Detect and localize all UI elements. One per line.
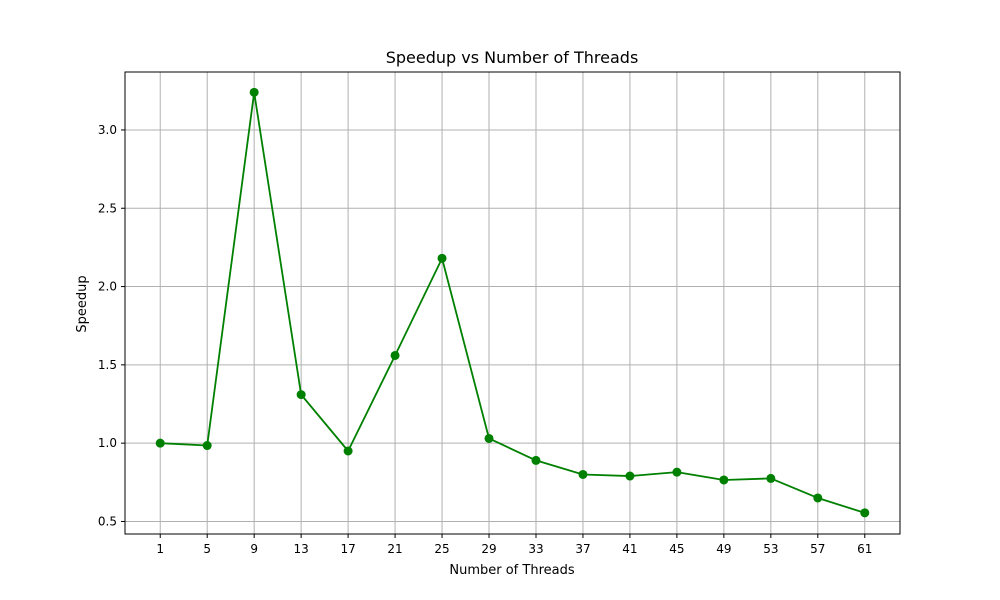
chart-title: Speedup vs Number of Threads bbox=[386, 48, 639, 67]
data-series bbox=[155, 87, 870, 518]
y-tick-label: 1.0 bbox=[98, 436, 117, 450]
x-tick-label: 5 bbox=[203, 542, 211, 556]
x-tick-label: 21 bbox=[387, 542, 402, 556]
x-tick-label: 25 bbox=[434, 542, 449, 556]
data-point bbox=[390, 350, 400, 360]
data-point bbox=[155, 438, 165, 448]
x-tick-label: 1 bbox=[156, 542, 164, 556]
data-point bbox=[437, 253, 447, 263]
plot-area-frame bbox=[124, 71, 901, 535]
data-point bbox=[813, 493, 823, 503]
data-point bbox=[531, 455, 541, 465]
x-tick-label: 9 bbox=[250, 542, 258, 556]
x-tick-label: 45 bbox=[669, 542, 684, 556]
x-tick-label: 17 bbox=[340, 542, 355, 556]
data-point bbox=[578, 469, 588, 479]
data-point bbox=[766, 473, 776, 483]
x-tick-label: 33 bbox=[528, 542, 543, 556]
data-point bbox=[625, 471, 635, 481]
data-point bbox=[202, 441, 212, 451]
y-axis-label: Speedup bbox=[75, 275, 90, 332]
x-tick-label: 13 bbox=[293, 542, 308, 556]
data-point bbox=[672, 467, 682, 477]
y-tick-label: 3.0 bbox=[98, 123, 117, 137]
x-axis-ticks: 1 5 9 13 17 21 25 29 33 37 41 45 49 53 57 61 bbox=[156, 534, 872, 556]
x-tick-label: 29 bbox=[481, 542, 496, 556]
y-axis-ticks: 0.5 1.0 1.5 2.0 2.5 3.0 bbox=[98, 123, 125, 528]
x-axis-label: Number of Threads bbox=[449, 563, 574, 578]
data-point bbox=[296, 390, 306, 400]
x-tick-label: 61 bbox=[857, 542, 872, 556]
x-tick-label: 49 bbox=[716, 542, 731, 556]
y-tick-label: 0.5 bbox=[98, 514, 117, 528]
data-point bbox=[484, 433, 494, 443]
data-point bbox=[249, 87, 259, 97]
x-tick-label: 57 bbox=[810, 542, 825, 556]
data-point bbox=[860, 508, 870, 518]
x-tick-label: 41 bbox=[622, 542, 637, 556]
y-tick-label: 2.0 bbox=[98, 280, 117, 294]
x-tick-label: 53 bbox=[763, 542, 778, 556]
data-point bbox=[343, 446, 353, 456]
grid-lines bbox=[125, 72, 900, 534]
y-tick-label: 2.5 bbox=[98, 201, 117, 215]
y-tick-label: 1.5 bbox=[98, 358, 117, 372]
x-tick-label: 37 bbox=[575, 542, 590, 556]
data-point bbox=[719, 475, 729, 485]
series-line bbox=[160, 91, 866, 514]
